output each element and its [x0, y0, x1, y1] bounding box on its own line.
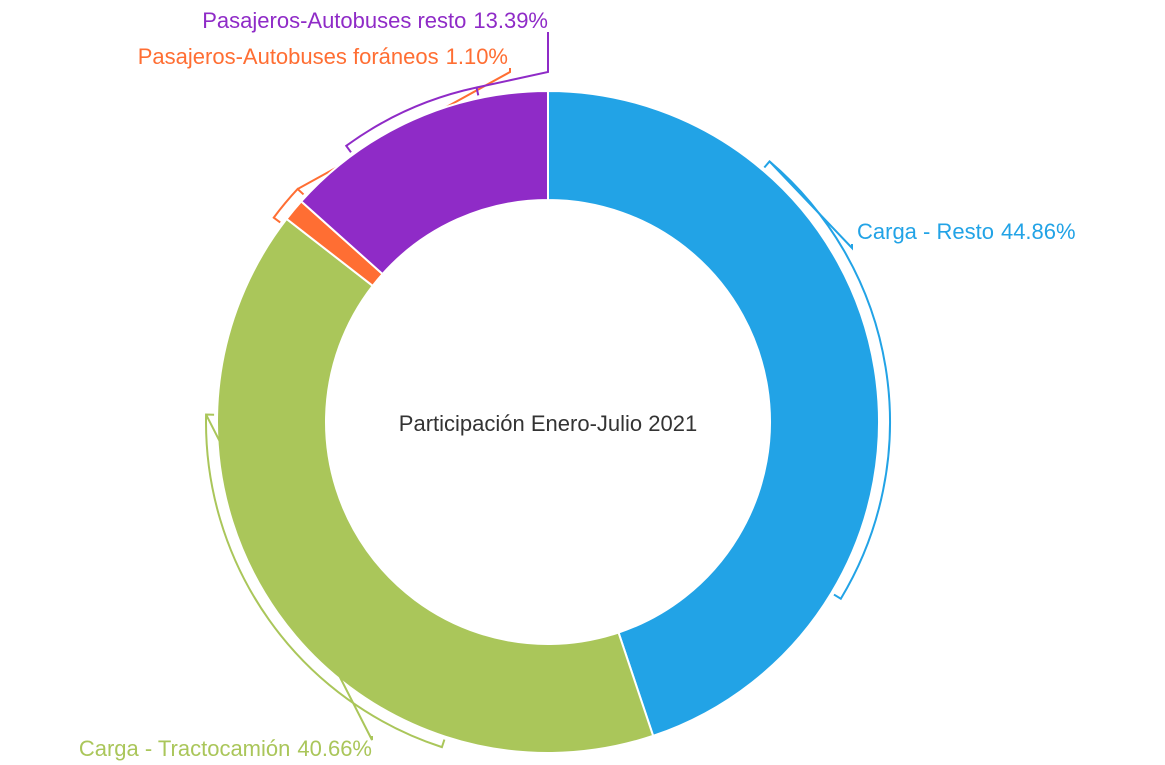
slice-label-name: Pasajeros-Autobuses resto: [202, 8, 466, 33]
label-bracket: [205, 413, 446, 749]
slice-label-name: Carga - Tractocamión: [79, 736, 291, 761]
slice-label-value: 40.66%: [297, 736, 372, 761]
center-text: Participación Enero-Julio 2021: [399, 411, 697, 436]
slice-label-value: 1.10%: [446, 44, 508, 69]
slice-label-value: 13.39%: [473, 8, 548, 33]
label-leader: [476, 32, 549, 89]
donut-slice: [299, 89, 549, 276]
label-leader: [205, 414, 373, 741]
donut-slice: [216, 217, 655, 754]
slice-label: Carga - Tractocamión 40.66%: [79, 736, 372, 761]
donut-slice: [547, 89, 880, 738]
label-bracket: [344, 86, 480, 153]
label-bracket: [763, 160, 891, 601]
label-leader: [768, 160, 853, 251]
slice-label: Pasajeros-Autobuses resto 13.39%: [202, 8, 548, 33]
label-bracket: [272, 187, 305, 224]
slice-label-value: 44.86%: [1001, 219, 1076, 244]
slice-label: Pasajeros-Autobuses foráneos 1.10%: [138, 44, 508, 69]
slice-label: Carga - Resto 44.86%: [857, 219, 1076, 244]
slice-label-name: Pasajeros-Autobuses foráneos: [138, 44, 439, 69]
slice-label-name: Carga - Resto: [857, 219, 994, 244]
